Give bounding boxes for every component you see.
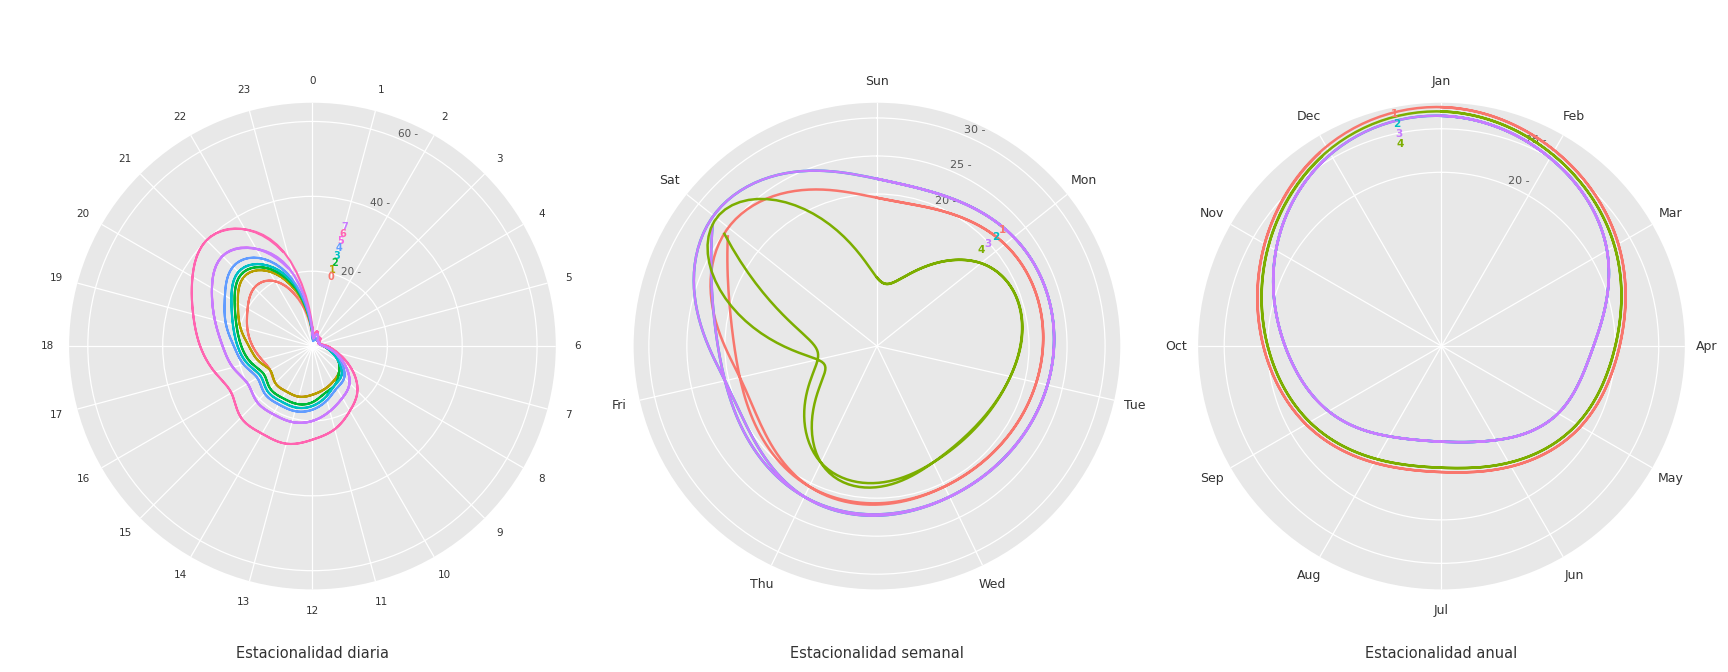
Text: 6: 6 [339,229,346,239]
Text: 1: 1 [330,265,337,275]
Text: 5: 5 [337,237,344,246]
Text: 7: 7 [340,222,347,232]
Title: Estacionalidad semanal: Estacionalidad semanal [790,646,964,661]
Title: Estacionalidad diaria: Estacionalidad diaria [237,646,389,661]
Text: 3: 3 [1394,129,1401,139]
Text: 1: 1 [1391,110,1398,120]
Text: 2: 2 [1393,119,1400,129]
Text: 3: 3 [985,239,992,249]
Text: 2: 2 [992,232,999,242]
Text: 2: 2 [332,258,339,268]
Text: 4: 4 [1396,139,1405,149]
Text: 4: 4 [335,243,342,253]
Text: 0: 0 [328,272,334,282]
Title: Estacionalidad anual: Estacionalidad anual [1365,646,1517,661]
Text: 1: 1 [999,225,1006,235]
Text: 3: 3 [334,251,340,261]
Text: 4: 4 [978,245,985,255]
